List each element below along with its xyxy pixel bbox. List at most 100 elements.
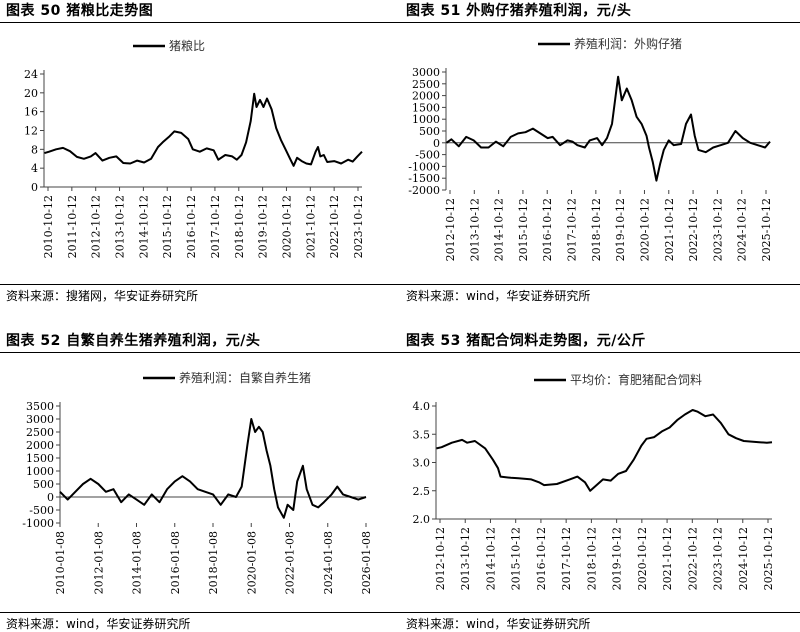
y-tick-label: -500 [29, 504, 54, 517]
x-tick-label: 2023-10-12 [712, 527, 725, 590]
source-note: 资料来源：wind，华安证券研究所 [406, 289, 591, 303]
x-tick-label: 2024-01-08 [322, 531, 335, 594]
y-tick-label: 1500 [26, 452, 54, 465]
y-tick-label: 4.0 [413, 400, 431, 413]
x-tick-label: 2021-10-12 [661, 527, 674, 590]
y-tick-label: -2000 [408, 184, 440, 197]
y-tick-label: 500 [419, 125, 440, 138]
x-tick-label: 2010-10-12 [42, 195, 55, 258]
source-note: 资料来源：wind，华安证券研究所 [406, 617, 591, 631]
chart-purchased-piglet-profit: 养殖利润：外购仔猪 -2000-1500-1000-500050010001500… [408, 36, 773, 261]
x-tick-label: 2013-10-12 [468, 198, 481, 261]
x-tick-label: 2024-10-12 [737, 527, 750, 590]
x-tick-label: 2022-10-12 [328, 195, 341, 258]
chart-pig-grain-ratio: 猪粮比 0 4 8 12 16 20 24 2010-10-12 2011-10-12 2012-1… [24, 38, 365, 258]
x-tick-label: 2020-10-12 [280, 195, 293, 258]
title-rule [400, 352, 800, 353]
x-tick-label: 2020-10-12 [638, 198, 651, 261]
y-tick-label: -1500 [408, 172, 440, 185]
y-tick-label: -500 [415, 149, 440, 162]
x-tick-label: 2016-10-12 [535, 527, 548, 590]
x-tick-label: 2018-10-12 [590, 198, 603, 261]
x-tick-label: 2017-10-12 [209, 195, 222, 258]
x-tick-label: 2021-10-12 [663, 198, 676, 261]
x-tick-label: 2012-10-12 [444, 198, 457, 261]
chart-feed-price: 平均价：育肥猪配合饲料 2.0 2.5 3.0 3.5 4.0 2012-10-12 2013… [413, 372, 776, 590]
x-tick-label: 2022-01-08 [284, 531, 297, 594]
y-tick-label: 3500 [26, 400, 54, 413]
x-tick-label: 2014-01-08 [131, 531, 144, 594]
y-tick-label: 20 [24, 87, 38, 100]
series-line [44, 92, 363, 167]
source-rule [400, 612, 800, 613]
y-tick-label: 2000 [26, 439, 54, 452]
x-tick-label: 2020-10-12 [636, 527, 649, 590]
x-tick-label: 2015-10-12 [510, 527, 523, 590]
x-tick-label: 2025-10-12 [760, 198, 773, 261]
x-tick-label: 2013-10-12 [114, 195, 127, 258]
x-tick-label: 2014-10-12 [493, 198, 506, 261]
x-tick-label: 2023-10-12 [711, 198, 724, 261]
x-tick-label: 2019-10-12 [611, 527, 624, 590]
x-tick-label: 2014-10-12 [137, 195, 150, 258]
y-tick-label: 3.5 [413, 428, 431, 441]
x-tick-label: 2017-10-12 [560, 527, 573, 590]
x-tick-label: 2014-10-12 [484, 527, 497, 590]
y-tick-label: 2000 [412, 90, 440, 103]
x-tick-label: 2015-10-12 [161, 195, 174, 258]
source-rule [0, 612, 400, 613]
x-tick-label: 2025-10-12 [762, 527, 775, 590]
panel-feed-price: 图表 53 猪配合饲料走势图，元/公斤 平均价：育肥猪配合饲料 2.0 2.5 3.0… [400, 330, 800, 631]
x-tick-label: 2018-10-12 [233, 195, 246, 258]
x-tick-label: 2016-10-12 [185, 195, 198, 258]
y-tick-label: -1000 [22, 517, 54, 530]
y-tick-label: 1500 [412, 101, 440, 114]
x-tick-label: 2019-10-12 [257, 195, 270, 258]
x-tick-label: 2022-10-12 [686, 527, 699, 590]
panel-title: 图表 51 外购仔猪养殖利润，元/头 [406, 3, 632, 19]
source-note: 资料来源：搜猪网，华安证券研究所 [6, 289, 199, 303]
panel-title: 图表 52 自繁自养生猪养殖利润，元/头 [6, 333, 261, 349]
series-line [59, 418, 367, 519]
y-tick-label: 2500 [26, 426, 54, 439]
y-tick-label: 3000 [412, 66, 440, 79]
x-tick-label: 2021-10-12 [304, 195, 317, 258]
legend-label: 平均价：育肥猪配合饲料 [570, 372, 702, 387]
chart-self-bred-profit: 养殖利润：自繁自养生猪 -1000-50005001000150020002500… [22, 370, 373, 594]
x-tick-label: 2018-01-08 [207, 531, 220, 594]
legend-label: 养殖利润：外购仔猪 [574, 36, 682, 51]
x-tick-label: 2017-10-12 [566, 198, 579, 261]
y-tick-label: 1000 [26, 465, 54, 478]
y-tick-label: 24 [24, 68, 38, 81]
x-tick-label: 2024-10-12 [736, 198, 749, 261]
y-tick-label: 3.0 [413, 457, 431, 470]
title-rule [0, 22, 400, 23]
x-tick-label: 2012-10-12 [434, 527, 447, 590]
x-tick-label: 2015-10-12 [517, 198, 530, 261]
source-rule [0, 284, 400, 285]
y-tick-label: 8 [31, 143, 38, 156]
y-tick-label: 500 [33, 478, 54, 491]
x-tick-label: 2012-10-12 [90, 195, 103, 258]
x-tick-label: 2011-10-12 [66, 195, 79, 258]
title-rule [0, 352, 400, 353]
panel-title: 图表 50 猪粮比走势图 [6, 3, 154, 19]
y-tick-label: 1000 [412, 113, 440, 126]
y-tick-label: 2.5 [413, 485, 431, 498]
series-line [445, 75, 771, 182]
y-tick-label: 12 [24, 125, 38, 138]
x-tick-label: 2019-10-12 [614, 198, 627, 261]
x-tick-label: 2012-01-08 [92, 531, 105, 594]
x-tick-label: 2016-01-08 [169, 531, 182, 594]
title-rule [400, 22, 800, 23]
y-tick-label: -1000 [408, 160, 440, 173]
y-tick-label: 0 [433, 137, 440, 150]
y-tick-label: 4 [31, 162, 38, 175]
x-tick-label: 2013-10-12 [459, 527, 472, 590]
series-line [436, 409, 773, 492]
y-tick-label: 16 [24, 106, 38, 119]
y-tick-label: 2500 [412, 78, 440, 91]
panel-purchased-piglet-profit: 图表 51 外购仔猪养殖利润，元/头 养殖利润：外购仔猪 -2000 -1500 -1… [400, 0, 800, 310]
x-tick-label: 2023-10-12 [352, 195, 365, 258]
x-tick-label: 2016-10-12 [541, 198, 554, 261]
